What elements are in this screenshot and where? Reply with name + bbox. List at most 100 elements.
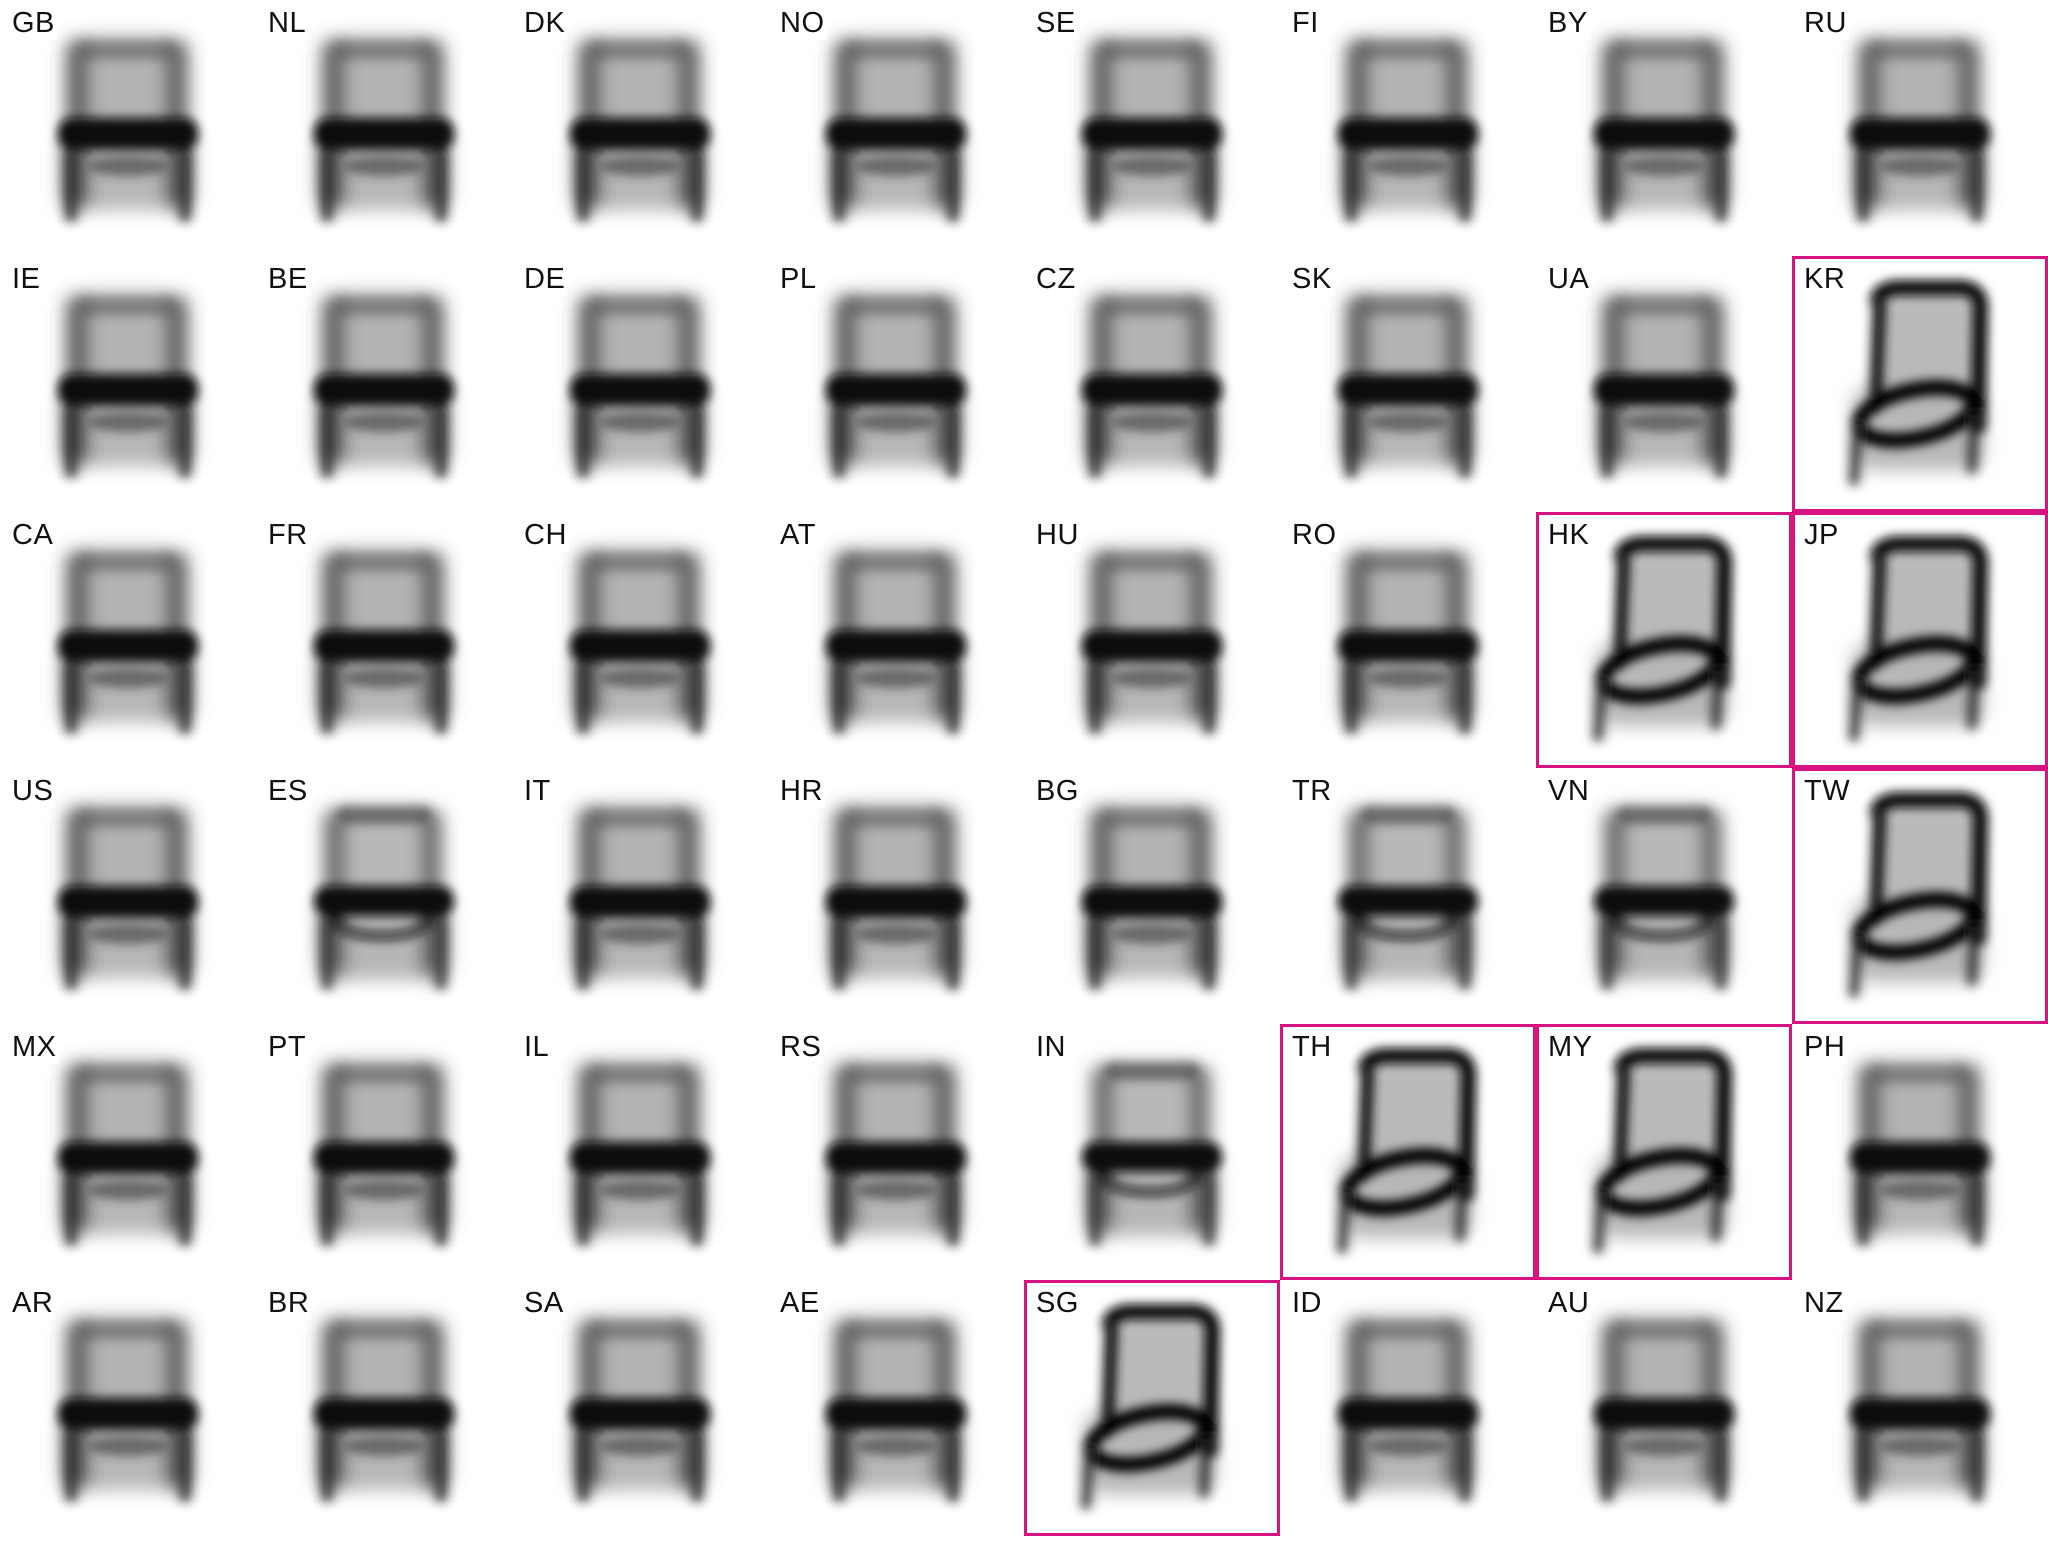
averaged-chair-drawing (58, 36, 198, 222)
country-cell-ph: PH (1792, 1024, 2048, 1280)
country-cell-my: MY (1536, 1024, 1792, 1280)
country-cell-cz: CZ (1024, 256, 1280, 512)
averaged-chair-drawing (1082, 548, 1222, 734)
averaged-chair-drawing (1338, 548, 1478, 734)
country-code-label: RS (778, 1031, 824, 1064)
country-cell-fr: FR (256, 512, 512, 768)
country-code-label: TR (1290, 775, 1334, 808)
country-cell-pt: PT (256, 1024, 512, 1280)
country-cell-gb: GB (0, 0, 256, 256)
averaged-chair-drawing (314, 806, 454, 990)
country-code-label: IE (10, 263, 43, 296)
averaged-chair-drawing (570, 804, 710, 990)
averaged-chair-drawing (58, 292, 198, 478)
country-code-label: HK (1546, 519, 1592, 552)
country-code-label: IN (1034, 1031, 1068, 1064)
averaged-chair-drawing (1082, 804, 1222, 990)
averaged-chair-drawing (1082, 36, 1222, 222)
averaged-chair-drawing (826, 548, 966, 734)
country-code-label: FI (1290, 7, 1321, 40)
country-code-label: UA (1546, 263, 1592, 296)
averaged-chair-drawing (58, 1316, 198, 1502)
country-code-label: FR (266, 519, 310, 552)
country-code-label: IT (522, 775, 553, 808)
country-cell-rs: RS (768, 1024, 1024, 1280)
averaged-chair-drawing (314, 1060, 454, 1246)
country-code-label: SE (1034, 7, 1078, 40)
country-cell-ae: AE (768, 1280, 1024, 1536)
country-code-label: SG (1034, 1287, 1081, 1320)
country-cell-sa: SA (512, 1280, 768, 1536)
country-cell-ch: CH (512, 512, 768, 768)
country-cell-nl: NL (256, 0, 512, 256)
country-cell-br: BR (256, 1280, 512, 1536)
country-cell-dk: DK (512, 0, 768, 256)
country-cell-ie: IE (0, 256, 256, 512)
country-code-label: AU (1546, 1287, 1592, 1320)
country-cell-in: IN (1024, 1024, 1280, 1280)
country-cell-de: DE (512, 256, 768, 512)
country-cell-hr: HR (768, 768, 1024, 1024)
averaged-chair-drawing (1848, 792, 1989, 998)
country-cell-jp: JP (1792, 512, 2048, 768)
averaged-chair-drawing (826, 1060, 966, 1246)
country-cell-sg: SG (1024, 1280, 1280, 1536)
country-cell-ro: RO (1280, 512, 1536, 768)
averaged-chair-drawing (1848, 536, 1989, 742)
averaged-chair-drawing (570, 548, 710, 734)
averaged-chair-drawing (826, 292, 966, 478)
country-code-label: TH (1290, 1031, 1334, 1064)
country-code-label: IL (522, 1031, 552, 1064)
country-code-label: RU (1802, 7, 1849, 40)
country-code-label: BR (266, 1287, 312, 1320)
country-code-label: BY (1546, 7, 1590, 40)
country-code-label: AT (778, 519, 818, 552)
country-cell-hk: HK (1536, 512, 1792, 768)
country-code-label: AE (778, 1287, 822, 1320)
averaged-chair-drawing (570, 1316, 710, 1502)
country-cell-vn: VN (1536, 768, 1792, 1024)
averaged-chair-drawing (314, 1316, 454, 1502)
averaged-chair-drawing (314, 292, 454, 478)
averaged-chair-drawing (1850, 36, 1990, 222)
country-code-label: SA (522, 1287, 566, 1320)
country-cell-th: TH (1280, 1024, 1536, 1280)
averaged-chair-drawing (570, 292, 710, 478)
averaged-chair-drawing (1594, 1316, 1734, 1502)
averaged-chair-drawing (1338, 292, 1478, 478)
averaged-chair-drawing (1338, 1316, 1478, 1502)
country-cell-ru: RU (1792, 0, 2048, 256)
country-code-label: NO (778, 7, 827, 40)
country-cell-pl: PL (768, 256, 1024, 512)
averaged-chair-drawing (1082, 292, 1222, 478)
country-code-label: NZ (1802, 1287, 1846, 1320)
country-cell-id: ID (1280, 1280, 1536, 1536)
country-cell-tw: TW (1792, 768, 2048, 1024)
country-code-label: US (10, 775, 56, 808)
country-cell-ca: CA (0, 512, 256, 768)
country-cell-es: ES (256, 768, 512, 1024)
country-cell-it: IT (512, 768, 768, 1024)
country-cell-fi: FI (1280, 0, 1536, 256)
country-code-label: PL (778, 263, 819, 296)
country-code-label: NL (266, 7, 309, 40)
country-code-label: AR (10, 1287, 56, 1320)
country-code-label: GB (10, 7, 57, 40)
averaged-chair-drawing (314, 548, 454, 734)
country-cell-hu: HU (1024, 512, 1280, 768)
country-code-label: CH (522, 519, 569, 552)
country-code-label: ID (1290, 1287, 1324, 1320)
averaged-chair-drawing (1594, 806, 1734, 990)
averaged-chair-drawing (826, 36, 966, 222)
country-code-label: CZ (1034, 263, 1078, 296)
averaged-chair-drawing (1080, 1304, 1221, 1510)
country-code-label: KR (1802, 263, 1848, 296)
country-cell-kr: KR (1792, 256, 2048, 512)
country-code-label: BE (266, 263, 310, 296)
country-code-label: TW (1802, 775, 1853, 808)
country-code-label: DK (522, 7, 568, 40)
averaged-chair-drawing (1592, 536, 1733, 742)
country-cell-ar: AR (0, 1280, 256, 1536)
country-cell-ua: UA (1536, 256, 1792, 512)
averaged-chair-drawing (1592, 1048, 1733, 1254)
